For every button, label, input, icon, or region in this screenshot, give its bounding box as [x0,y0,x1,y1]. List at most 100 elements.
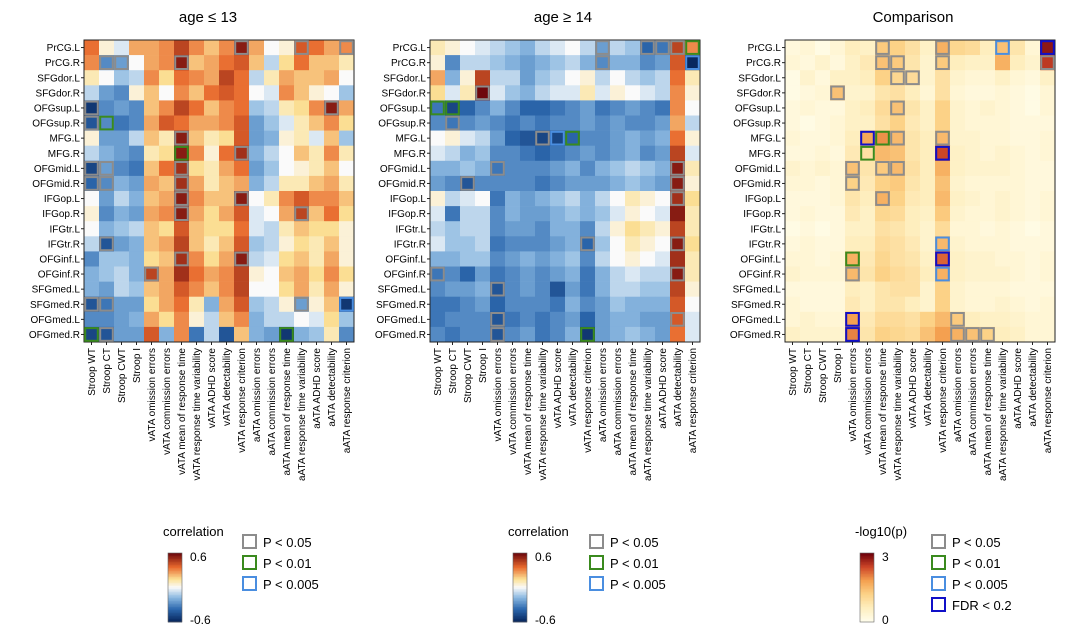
heatmap-cell [845,296,861,313]
heatmap-cell [99,206,115,222]
heatmap-cell [189,236,205,252]
heatmap-cell [815,326,831,343]
heatmap-cell [204,236,220,252]
heatmap-cell [505,251,521,267]
heatmap-cell [830,296,846,313]
heatmap-cell [99,281,115,297]
heatmap-cell [309,281,325,297]
heatmap-cell [1040,85,1056,101]
significance-marker [860,145,875,161]
heatmap-cell [430,326,446,343]
heatmap-cell [610,70,626,86]
heatmap-cell [965,85,981,101]
heatmap-cell [995,251,1011,267]
col-label: vATA commission errors [508,348,519,455]
heatmap-cell [114,100,130,116]
heatmap-cell [1025,221,1041,237]
colorbar-segment [168,553,182,555]
heatmap-cell [640,221,656,237]
heatmap-cell [815,85,831,101]
heatmap-cell [845,55,861,71]
heatmap-cell [490,311,506,328]
heatmap-cell [234,85,250,101]
heatmap-cell [890,145,906,162]
colorbar-segment [168,571,182,573]
heatmap-cell [535,266,551,282]
heatmap-cell [800,251,816,267]
heatmap-cell [1010,130,1026,146]
heatmap-cell [550,115,566,131]
significance-marker [114,55,129,70]
heatmap-cell [204,191,220,207]
colorbar-segment [168,602,182,605]
heatmap-cell [294,55,310,71]
heatmap-cell [565,326,581,343]
heatmap-cell [1025,70,1041,86]
heatmap-cell [84,85,100,101]
heatmap-cell [860,175,876,192]
heatmap-cell [309,115,325,131]
heatmap-cell [550,296,566,313]
heatmap-cell [980,251,996,267]
heatmap-cell [324,191,340,207]
heatmap-cell [965,100,981,116]
heatmap-cell [565,236,581,252]
heatmap-cell [685,251,701,267]
heatmap-cell [595,281,611,297]
heatmap-cell [99,160,115,177]
heatmap-cell [535,115,551,131]
heatmap-cell [520,70,536,86]
heatmap-cell [264,85,280,101]
heatmap-cell [860,145,876,162]
heatmap-cell [890,175,906,192]
heatmap-cell [430,175,446,192]
heatmap-cell [565,266,581,282]
heatmap-cell [189,206,205,222]
heatmap-cell [490,175,506,192]
heatmap-cell [550,191,566,207]
heatmap-cell [309,206,325,222]
colorbar-frame [167,552,183,623]
heatmap-cell [980,191,996,207]
heatmap-cell [785,296,801,313]
heatmap-cell [505,85,521,101]
heatmap-cell [950,145,966,162]
heatmap-cell [815,55,831,71]
heatmap-cell [890,266,906,282]
heatmap-cell [264,311,280,328]
heatmap-cell [445,281,461,297]
heatmap-cell [800,296,816,313]
row-label: SFGmed.L [32,285,81,296]
colorbar-frame [859,552,875,623]
heatmap-cell [860,85,876,101]
heatmap-cell [995,326,1011,343]
heatmap-cell [550,85,566,101]
heatmap-cell [189,311,205,328]
heatmap-cell [505,40,521,56]
heatmap-cell [505,100,521,116]
heatmap-cell [565,55,581,71]
heatmap-cell [99,175,115,192]
heatmap-cell [785,70,801,86]
heatmap-cell [565,191,581,207]
colorbar-segment [168,614,182,617]
row-label: SFGmed.R [731,300,781,311]
heatmap-cell [950,296,966,313]
heatmap-cell [845,145,861,162]
heatmap-cell [249,266,265,282]
heatmap-cell [860,70,876,86]
heatmap-cell [595,175,611,192]
colorbar-segment [860,607,874,609]
heatmap-cell [580,115,596,131]
heatmap-cell [174,55,190,71]
heatmap-cell [234,175,250,192]
row-label: SFGdor.R [382,88,426,99]
heatmap-cell [625,70,641,86]
heatmap-cell [595,311,611,328]
heatmap-cell [1010,266,1026,282]
heatmap-cell [505,296,521,313]
heatmap-cell [785,221,801,237]
significance-marker [475,85,490,101]
heatmap-cell [1040,55,1056,71]
heatmap-cell [550,40,566,56]
